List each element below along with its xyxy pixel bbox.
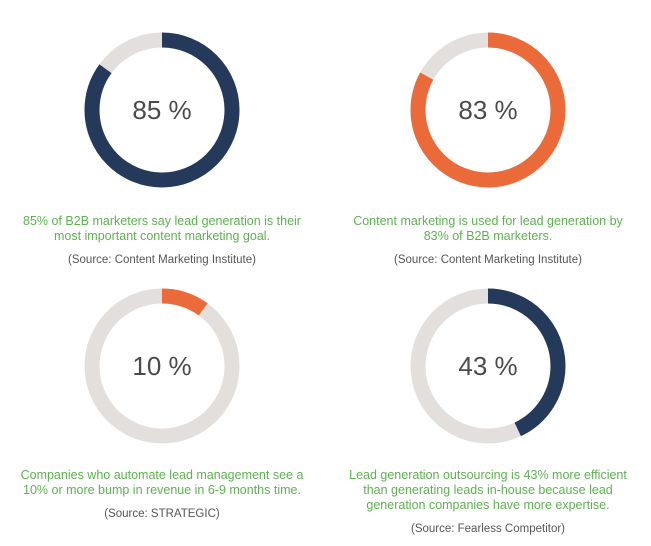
stat-card-3: 10 % Companies who automate lead managem… xyxy=(2,286,322,521)
donut-value-arc xyxy=(410,32,566,188)
donut-chart-3: 10 % xyxy=(84,288,240,444)
stat-source: (Source: Fearless Competitor) xyxy=(410,523,566,535)
stat-card-2: 83 % Content marketing is used for lead … xyxy=(328,30,648,267)
stat-caption: Lead generation outsourcing is 43% more … xyxy=(349,468,627,512)
donut-value-label: 83 % xyxy=(458,95,517,125)
stat-card-1: 85 % 85% of B2B marketers say lead gener… xyxy=(2,30,322,267)
donut-value-label: 85 % xyxy=(132,95,191,125)
stat-card-4: 43 % Lead generation outsourcing is 43% … xyxy=(328,286,648,536)
stat-source: (Source: STRATEGIC) xyxy=(104,508,220,520)
donut-chart-4: 43 % xyxy=(410,288,566,444)
stat-source: (Source: Content Marketing Institute) xyxy=(68,254,256,266)
stat-source: (Source: Content Marketing Institute) xyxy=(394,254,582,266)
stat-caption: Content marketing is used for lead gener… xyxy=(353,214,623,243)
stat-caption: Companies who automate lead management s… xyxy=(20,468,304,497)
donut-value-arc xyxy=(410,288,566,444)
donut-value-label: 10 % xyxy=(132,351,191,381)
donut-value-arc xyxy=(84,32,240,188)
donut-chart-1: 85 % xyxy=(84,32,240,188)
donut-value-arc xyxy=(84,288,240,444)
donut-chart-2: 83 % xyxy=(410,32,566,188)
donut-value-label: 43 % xyxy=(458,351,517,381)
stat-caption: 85% of B2B marketers say lead generation… xyxy=(23,214,301,243)
